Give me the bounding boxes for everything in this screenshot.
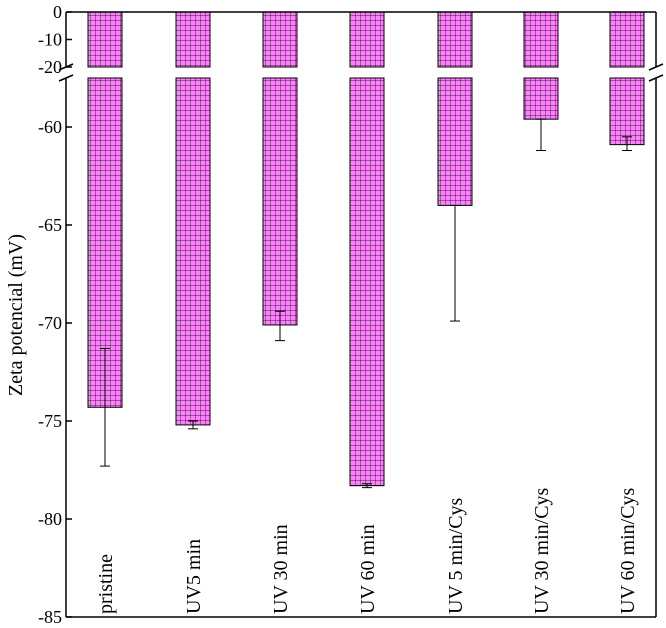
bar-3 — [349, 77, 385, 487]
bar-6 — [609, 77, 645, 146]
y-tick-label-4: -80 — [38, 509, 62, 529]
y-tick-label-upper-0: 0 — [53, 2, 62, 22]
bar-2 — [262, 77, 298, 326]
upper-segment: 0 -10 -20 — [38, 2, 645, 77]
category-label-5: UV 30 min/Cys — [531, 487, 553, 614]
bar-4 — [437, 77, 473, 206]
category-label-6: UV 60 min/Cys — [617, 487, 639, 614]
axis-break-left — [58, 63, 74, 82]
y-tick-label-upper-1: -10 — [38, 30, 62, 50]
category-label-1: UV5 min — [183, 539, 205, 614]
y-axis-label: Zeta potencial (mV) — [5, 234, 27, 396]
axis-break-right — [648, 63, 664, 82]
bar-upper-4 — [437, 11, 473, 68]
y-tick-label-5: -85 — [38, 607, 62, 627]
category-labels: pristine UV5 min UV 30 min UV 60 min UV 5 mi… — [95, 487, 639, 614]
bar-upper-2 — [262, 11, 298, 68]
category-label-4: UV 5 min/Cys — [445, 497, 467, 614]
bar-upper-6 — [609, 11, 645, 68]
bar-upper-1 — [175, 11, 211, 68]
category-label-2: UV 30 min — [270, 524, 292, 614]
category-label-3: UV 60 min — [357, 524, 379, 614]
y-tick-label-upper-2: -20 — [38, 57, 62, 77]
lower-segment: -60 -65 -70 -75 -80 -85 — [38, 77, 645, 627]
y-tick-label-1: -65 — [38, 215, 62, 235]
y-tick-label-2: -70 — [38, 313, 62, 333]
category-label-0: pristine — [95, 554, 117, 614]
y-tick-label-3: -75 — [38, 411, 62, 431]
bar-upper-0 — [87, 11, 123, 68]
bar-1 — [175, 77, 211, 426]
y-tick-label-0: -60 — [38, 117, 62, 137]
bar-upper-3 — [349, 11, 385, 68]
bar-5 — [523, 77, 559, 120]
bar-upper-5 — [523, 11, 559, 68]
